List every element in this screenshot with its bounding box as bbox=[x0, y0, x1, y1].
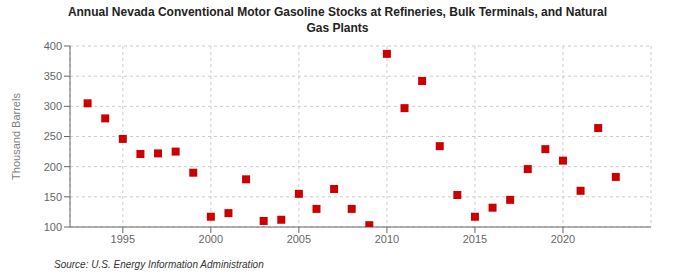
svg-text:150: 150 bbox=[44, 191, 62, 203]
svg-text:2010: 2010 bbox=[375, 233, 399, 245]
svg-text:2015: 2015 bbox=[463, 233, 487, 245]
svg-text:200: 200 bbox=[44, 161, 62, 173]
html-text:Annual Nevada Conventional Mot: Annual Nevada Conventional Motor Gasolin… bbox=[67, 5, 608, 19]
svg-text:1995: 1995 bbox=[111, 233, 135, 245]
svg-text:2005: 2005 bbox=[287, 233, 311, 245]
html-text:Source: U.S. Energy Informatio: Source: U.S. Energy Information Administ… bbox=[54, 259, 264, 270]
svg-text:2000: 2000 bbox=[199, 233, 223, 245]
svg-text:100: 100 bbox=[44, 221, 62, 233]
svg-text:Thousand Barrels: Thousand Barrels bbox=[10, 93, 22, 180]
svg-text:300: 300 bbox=[44, 100, 62, 112]
svg-text:350: 350 bbox=[44, 70, 62, 82]
svg-text:250: 250 bbox=[44, 130, 62, 142]
html-text:Gas Plants: Gas Plants bbox=[306, 21, 369, 35]
svg-text:2020: 2020 bbox=[551, 233, 575, 245]
svg-text:400: 400 bbox=[44, 40, 62, 52]
